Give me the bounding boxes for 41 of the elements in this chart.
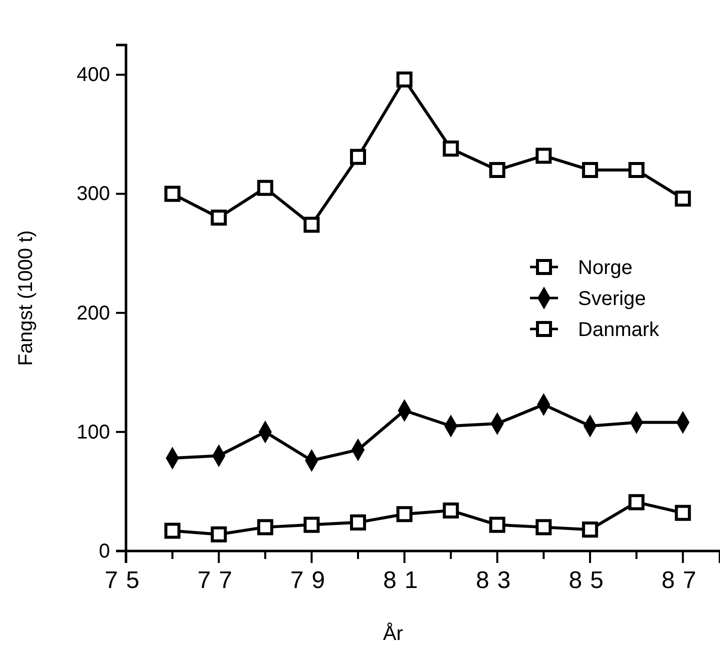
x-tick-label: 87 [662,567,704,594]
point [396,72,412,88]
y-tick-label: 100 [76,421,110,444]
x-axis-title: År [383,622,404,645]
point [210,210,227,226]
x-tick-label: 81 [383,567,426,594]
point [350,148,366,165]
point [536,519,552,536]
point [489,162,506,178]
legend-label: Sverige [578,288,646,310]
point [536,148,552,164]
x-tick-label: 77 [197,567,240,594]
point [350,514,366,530]
point [442,502,459,519]
y-axis-title: Fangst (1000 t) [15,230,37,366]
point [396,506,412,522]
x-tick-label: 83 [476,567,519,594]
point [582,162,598,178]
point [582,522,598,538]
y-tick-label: 300 [76,183,110,206]
x-tick-label: 85 [568,567,612,594]
point [304,216,320,233]
y-tick-label: 0 [98,540,110,562]
x-tick-label: 79 [290,567,333,594]
x-tick-label: 75 [104,567,148,594]
point [674,190,691,207]
point [257,180,274,196]
point [257,519,274,536]
point [489,516,506,533]
legend-label: Danmark [578,319,660,341]
point [164,522,180,539]
legend-label: Norge [578,257,632,279]
point [164,186,180,202]
y-tick-label: 200 [76,302,110,324]
point [304,516,320,533]
y-tick-label: 400 [76,64,110,86]
point [628,162,644,178]
point [674,504,691,521]
point [442,140,459,157]
point [628,494,644,510]
point [210,526,227,542]
